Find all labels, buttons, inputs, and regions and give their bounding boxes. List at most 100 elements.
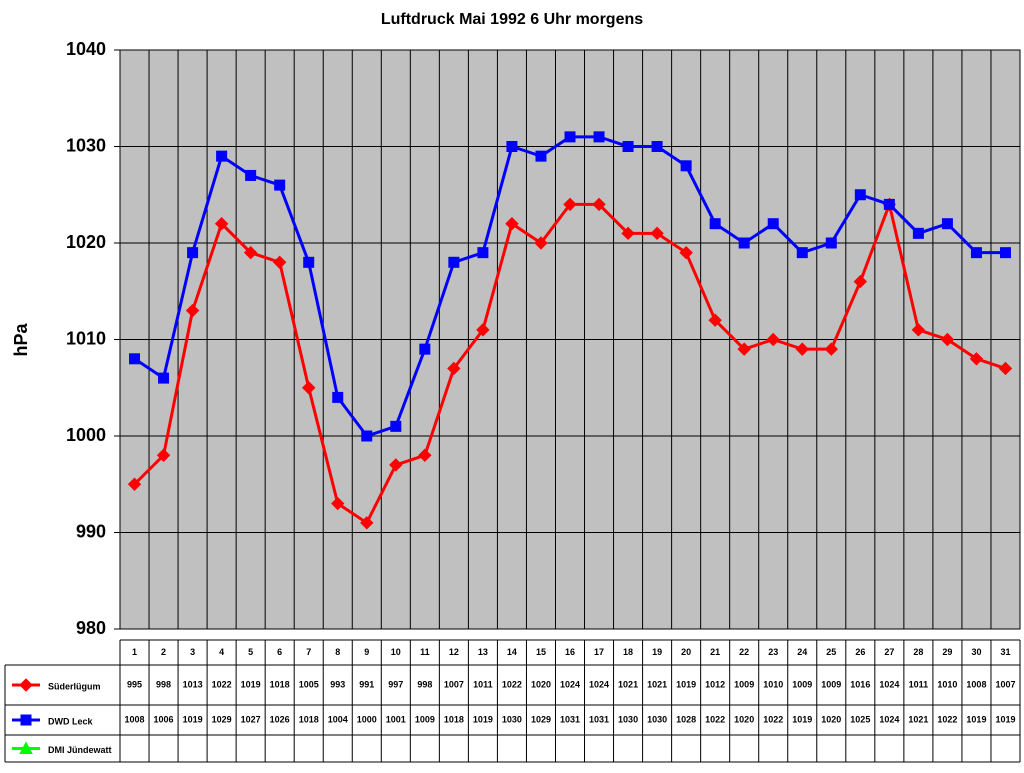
data-point — [708, 313, 722, 327]
x-tick-label: 11 — [420, 647, 430, 657]
legend-marker — [20, 714, 32, 726]
table-value: 1010 — [937, 679, 957, 689]
x-tick-label: 31 — [1000, 647, 1010, 657]
data-point — [156, 448, 171, 463]
data-point — [360, 516, 374, 530]
table-value: 1031 — [560, 714, 580, 724]
y-axis-label: hPa — [11, 323, 31, 357]
legend-label: Süderlügum — [48, 681, 101, 691]
table-value: 1024 — [879, 714, 899, 724]
data-point — [477, 247, 489, 259]
x-tick-label: 27 — [884, 647, 894, 657]
table-value: 1012 — [705, 679, 725, 689]
data-point — [969, 352, 984, 366]
table-value: 1011 — [909, 679, 929, 689]
data-point — [911, 323, 926, 337]
table-value: 998 — [156, 679, 171, 689]
data-point — [505, 216, 519, 231]
y-tick-label: 990 — [76, 521, 106, 541]
data-point — [534, 236, 548, 250]
legend-marker — [19, 678, 33, 692]
y-tick-label: 1040 — [66, 39, 106, 59]
table-value: 1024 — [589, 679, 609, 689]
data-point — [187, 247, 199, 259]
table-value: 1019 — [473, 714, 493, 724]
table-value: 1004 — [328, 714, 348, 724]
table-value: 1009 — [415, 714, 435, 724]
table-value: 1010 — [763, 679, 783, 689]
x-tick-label: 8 — [335, 647, 340, 657]
x-tick-label: 19 — [652, 647, 662, 657]
table-value: 1022 — [763, 714, 783, 724]
table-value: 1020 — [531, 679, 551, 689]
x-tick-label: 22 — [739, 647, 749, 657]
data-point — [998, 361, 1013, 376]
data-point — [564, 131, 576, 143]
table-value: 1007 — [444, 679, 464, 689]
table-value: 1024 — [560, 679, 580, 689]
data-point — [621, 226, 635, 241]
table-value: 1030 — [618, 714, 638, 724]
table-value: 1019 — [792, 714, 812, 724]
y-tick-label: 1010 — [66, 328, 106, 348]
x-tick-label: 13 — [478, 647, 488, 657]
data-point — [214, 216, 229, 231]
x-tick-label: 21 — [710, 647, 720, 657]
data-point — [361, 430, 373, 442]
table-value: 1030 — [502, 714, 522, 724]
legend-marker — [19, 741, 33, 754]
y-tick-label: 1020 — [66, 232, 106, 252]
table-value: 1031 — [589, 714, 609, 724]
table-value: 1020 — [734, 714, 754, 724]
data-point — [970, 247, 982, 259]
x-tick-label: 3 — [190, 647, 195, 657]
x-tick-label: 29 — [942, 647, 952, 657]
data-point — [824, 342, 838, 356]
table-value: 1030 — [647, 714, 667, 724]
table-value: 1005 — [299, 679, 319, 689]
x-tick-label: 4 — [219, 647, 224, 657]
table-value: 995 — [127, 679, 142, 689]
x-tick-label: 20 — [681, 647, 691, 657]
data-point — [129, 353, 141, 365]
data-point — [795, 342, 809, 356]
table-value: 991 — [359, 679, 374, 689]
table-value: 1018 — [444, 714, 464, 724]
table-value: 1018 — [270, 679, 290, 689]
table-value: 1009 — [792, 679, 812, 689]
data-point — [622, 141, 634, 152]
data-point — [243, 245, 258, 260]
table-value: 1018 — [299, 714, 319, 724]
table-value: 1019 — [676, 679, 696, 689]
x-tick-label: 6 — [277, 647, 282, 657]
data-point — [680, 160, 692, 172]
data-point — [593, 131, 605, 143]
x-tick-label: 25 — [826, 647, 836, 657]
data-point — [158, 372, 170, 384]
data-point — [825, 237, 837, 249]
table-value: 1013 — [183, 679, 203, 689]
table-value: 1028 — [676, 714, 696, 724]
table-value: 1008 — [966, 679, 986, 689]
data-point — [535, 150, 547, 162]
data-point — [738, 237, 750, 249]
x-tick-label: 28 — [913, 647, 923, 657]
chart-title: Luftdruck Mai 1992 6 Uhr morgens — [381, 11, 643, 28]
data-point — [389, 458, 403, 472]
table-value: 1029 — [212, 714, 232, 724]
table-value: 1020 — [821, 714, 841, 724]
data-point — [331, 496, 345, 511]
data-point — [390, 420, 402, 432]
x-tick-label: 16 — [565, 647, 575, 657]
y-tick-label: 980 — [76, 618, 106, 638]
data-point — [447, 361, 461, 376]
y-tick-label: 1000 — [66, 425, 106, 445]
x-tick-label: 9 — [364, 647, 369, 657]
x-tick-label: 23 — [768, 647, 778, 657]
data-point — [679, 245, 693, 260]
data-point — [216, 150, 228, 162]
data-point — [767, 218, 779, 230]
data-point — [854, 189, 866, 201]
x-tick-label: 24 — [797, 647, 807, 657]
